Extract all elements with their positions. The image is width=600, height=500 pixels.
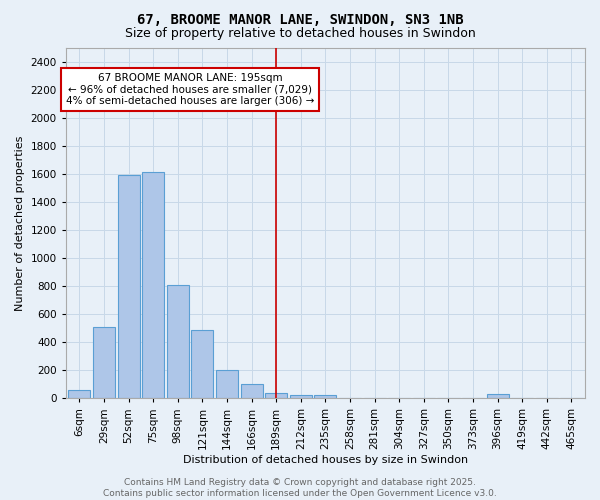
Text: 67 BROOME MANOR LANE: 195sqm
← 96% of detached houses are smaller (7,029)
4% of : 67 BROOME MANOR LANE: 195sqm ← 96% of de… <box>66 73 314 106</box>
Bar <box>487 394 509 398</box>
Bar <box>118 175 140 398</box>
Bar <box>290 396 312 398</box>
Bar <box>216 370 238 398</box>
Bar <box>241 384 263 398</box>
Bar <box>93 326 115 398</box>
Bar <box>167 284 189 399</box>
Text: 67, BROOME MANOR LANE, SWINDON, SN3 1NB: 67, BROOME MANOR LANE, SWINDON, SN3 1NB <box>137 12 463 26</box>
X-axis label: Distribution of detached houses by size in Swindon: Distribution of detached houses by size … <box>183 455 468 465</box>
Y-axis label: Number of detached properties: Number of detached properties <box>15 135 25 310</box>
Bar <box>191 330 214 398</box>
Bar <box>314 396 337 398</box>
Text: Size of property relative to detached houses in Swindon: Size of property relative to detached ho… <box>125 28 475 40</box>
Bar <box>142 172 164 398</box>
Bar <box>68 390 91 398</box>
Bar <box>265 392 287 398</box>
Text: Contains HM Land Registry data © Crown copyright and database right 2025.
Contai: Contains HM Land Registry data © Crown c… <box>103 478 497 498</box>
